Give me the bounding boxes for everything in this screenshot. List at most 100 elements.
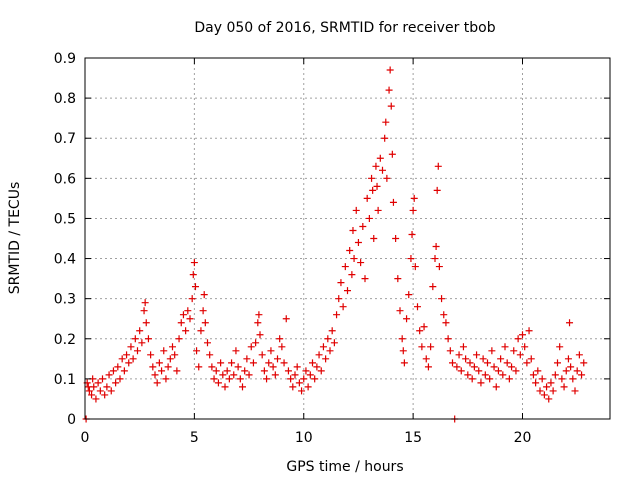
data-point (195, 363, 203, 371)
data-point (512, 367, 520, 375)
data-point (258, 351, 266, 359)
data-point (169, 343, 176, 351)
data-point (536, 387, 544, 395)
data-point (429, 283, 437, 291)
axes: 0 0.1 0.2 0.3 0.4 0.5 0.6 0.7 0.8 0.9 0 5 10 15 20 (54, 51, 611, 446)
x-tick-label: 20 (514, 430, 532, 446)
data-point (131, 335, 139, 343)
data-point (144, 335, 152, 343)
x-tick-label: 0 (81, 430, 90, 446)
data-point (440, 311, 448, 319)
y-tick-label: 0.4 (54, 252, 76, 268)
data-point (569, 375, 577, 383)
data-point (538, 375, 546, 383)
data-point (346, 247, 354, 255)
data-point (278, 343, 286, 351)
data-point (394, 275, 402, 283)
data-point (221, 383, 229, 391)
data-point (291, 371, 299, 379)
data-point (188, 295, 196, 303)
data-point (403, 315, 411, 323)
data-point (427, 343, 435, 351)
data-point (431, 255, 439, 263)
data-point (333, 311, 341, 319)
data-point (151, 371, 159, 379)
x-tick-label: 10 (295, 430, 313, 446)
data-point (540, 391, 548, 399)
data-point (464, 371, 472, 379)
data-point (422, 355, 430, 363)
data-point (315, 351, 323, 359)
data-point (357, 259, 365, 267)
data-point (160, 347, 168, 355)
data-point (499, 371, 507, 379)
data-point (379, 166, 386, 174)
data-point (127, 343, 135, 351)
data-point (381, 134, 389, 142)
plot-frame (84, 57, 611, 420)
data-point (398, 335, 406, 343)
data-point (105, 371, 113, 379)
data-point (466, 359, 474, 367)
data-point (140, 307, 148, 315)
data-point (497, 355, 505, 363)
data-point (162, 375, 170, 383)
data-point (405, 291, 413, 299)
data-point (282, 315, 290, 323)
data-point (335, 295, 343, 303)
chart-title: Day 050 of 2016, SRMTID for receiver tbo… (194, 20, 495, 36)
data-point (109, 367, 117, 375)
data-point (551, 371, 559, 379)
data-point (236, 375, 244, 383)
data-point (503, 359, 511, 367)
data-point (116, 375, 124, 383)
data-point (134, 347, 141, 355)
data-point (571, 387, 579, 395)
data-point (407, 255, 415, 263)
data-point (280, 359, 288, 367)
data-point (389, 198, 397, 206)
data-point (200, 291, 208, 299)
data-point (418, 343, 426, 351)
data-point (455, 351, 463, 359)
data-point (514, 335, 522, 343)
data-point (234, 363, 242, 371)
data-point (99, 375, 106, 383)
data-point (179, 311, 187, 319)
data-point (416, 327, 424, 335)
data-point (306, 371, 314, 379)
data-point (556, 343, 564, 351)
data-point (385, 86, 393, 94)
data-point (147, 351, 155, 359)
data-point (245, 371, 253, 379)
data-point (547, 379, 555, 387)
data-point (241, 367, 249, 375)
data-point (481, 371, 489, 379)
data-point (386, 66, 394, 74)
data-point (410, 194, 418, 202)
data-point (510, 347, 518, 355)
data-point (444, 335, 452, 343)
data-point (223, 367, 231, 375)
data-point (304, 383, 312, 391)
data-point (543, 383, 551, 391)
data-point (519, 331, 526, 339)
data-point (490, 363, 498, 371)
data-point (212, 367, 220, 375)
data-point (175, 335, 183, 343)
data-point (138, 339, 146, 347)
data-point (311, 375, 319, 383)
data-point (352, 206, 360, 214)
data-point (534, 367, 542, 375)
data-point (368, 174, 376, 182)
data-point (468, 375, 476, 383)
y-tick-label: 0.1 (54, 372, 76, 388)
data-point (206, 351, 214, 359)
data-points (82, 66, 588, 423)
data-point (382, 118, 390, 126)
data-point (554, 359, 561, 367)
data-point (201, 319, 209, 327)
data-point (186, 315, 194, 323)
data-point (271, 371, 279, 379)
